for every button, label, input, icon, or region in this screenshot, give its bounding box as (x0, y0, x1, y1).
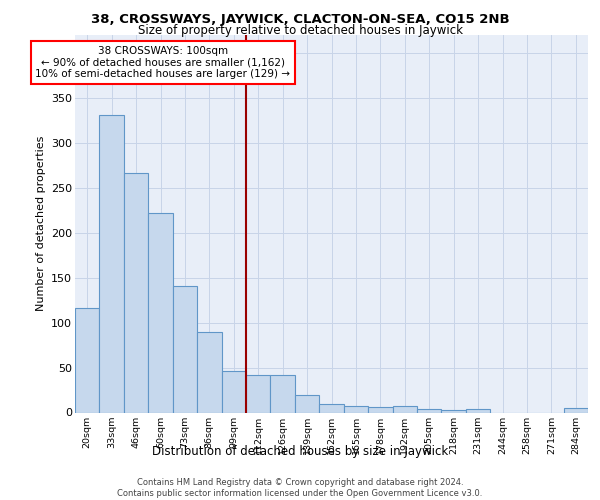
Bar (148, 213, 173, 412)
Bar (173, 286, 197, 412)
Bar (442, 410, 466, 412)
Text: 38 CROSSWAYS: 100sqm
← 90% of detached houses are smaller (1,162)
10% of semi-de: 38 CROSSWAYS: 100sqm ← 90% of detached h… (35, 46, 290, 79)
Bar (392, 406, 417, 412)
Bar (75, 308, 100, 412)
Bar (246, 375, 271, 412)
Text: Distribution of detached houses by size in Jaywick: Distribution of detached houses by size … (152, 444, 448, 458)
Bar (466, 409, 490, 412)
Bar (368, 407, 392, 412)
Bar (124, 174, 148, 412)
Bar (271, 375, 295, 412)
Bar (344, 406, 368, 412)
Bar (417, 409, 442, 412)
Bar (197, 332, 221, 412)
Bar (319, 404, 344, 412)
Y-axis label: Number of detached properties: Number of detached properties (35, 136, 46, 312)
Bar (295, 396, 319, 412)
Bar (563, 408, 588, 412)
Bar (100, 115, 124, 412)
Bar (221, 371, 246, 412)
Text: 38, CROSSWAYS, JAYWICK, CLACTON-ON-SEA, CO15 2NB: 38, CROSSWAYS, JAYWICK, CLACTON-ON-SEA, … (91, 12, 509, 26)
Text: Contains HM Land Registry data © Crown copyright and database right 2024.
Contai: Contains HM Land Registry data © Crown c… (118, 478, 482, 498)
Text: Size of property relative to detached houses in Jaywick: Size of property relative to detached ho… (137, 24, 463, 37)
